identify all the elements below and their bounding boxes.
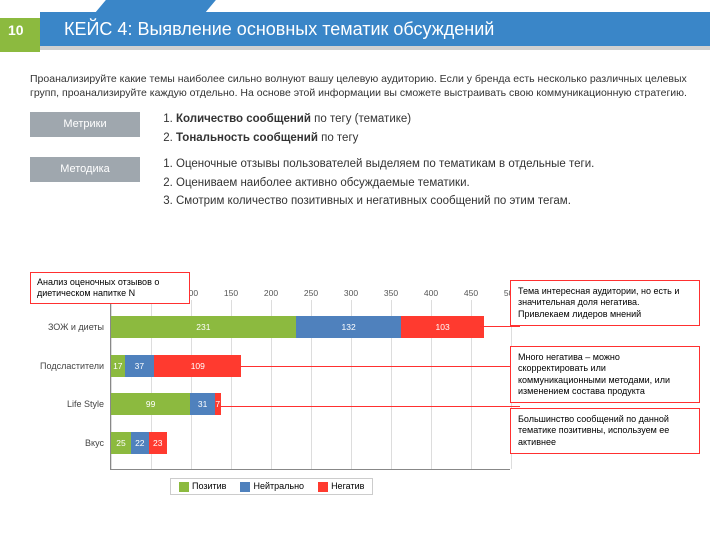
header-underline xyxy=(40,46,710,50)
chart-y-category-label: Подсластители xyxy=(26,361,104,371)
legend-item-negative: Негатив xyxy=(318,481,364,492)
chart-x-tick-label: 250 xyxy=(304,288,318,298)
method-item: Смотрим количество позитивных и негативн… xyxy=(176,194,690,210)
metrics-item-bold: Количество сообщений xyxy=(176,113,311,125)
chart-bar-row: 99317 xyxy=(111,393,221,415)
callout-topic-1: Тема интересная аудитории, но есть и зна… xyxy=(510,280,700,326)
chart-bar-row: 1737109 xyxy=(111,355,241,377)
chart-bar-row: 231132103 xyxy=(111,316,484,338)
method-list: Оценочные отзывы пользователей выделяем … xyxy=(158,157,690,213)
chart-bar-segment-positive: 231 xyxy=(111,316,296,338)
chart-bar-segment-negative: 7 xyxy=(215,393,221,415)
slide-title: КЕЙС 4: Выявление основных тематик обсуж… xyxy=(40,12,710,46)
chart-legend: Позитив Нейтрально Негатив xyxy=(170,478,373,495)
chart-bar-segment-positive: 25 xyxy=(111,432,131,454)
metrics-list: Количество сообщений по тегу (тематике) … xyxy=(158,112,690,149)
chart-x-tick-label: 350 xyxy=(384,288,398,298)
slide-header: 10 КЕЙС 4: Выявление основных тематик об… xyxy=(0,0,720,58)
metrics-item: Количество сообщений по тегу (тематике) xyxy=(176,112,690,128)
chart-plot: 050100150200250300350400450500ЗОЖ и диет… xyxy=(110,300,510,470)
chart-bar-segment-neutral: 37 xyxy=(125,355,155,377)
chart-y-category-label: Вкус xyxy=(26,438,104,448)
chart-x-tick-label: 450 xyxy=(464,288,478,298)
method-row: Методика Оценочные отзывы пользователей … xyxy=(30,157,690,213)
chart-area: Анализ оценочных отзывов о диетическом н… xyxy=(30,290,690,520)
chart-bar-segment-negative: 23 xyxy=(149,432,167,454)
legend-label-positive: Позитив xyxy=(192,481,226,491)
chart-bar-row: 252223 xyxy=(111,432,167,454)
callout-topic-3: Большинство сообщений по данной тематике… xyxy=(510,408,700,454)
intro-text: Проанализируйте какие темы наиболее силь… xyxy=(30,72,690,100)
slide-number: 10 xyxy=(8,22,24,38)
callout-topic-2: Много негатива – можно скорректировать и… xyxy=(510,346,700,403)
chart-x-tick-label: 150 xyxy=(224,288,238,298)
metrics-item-bold: Тональность сообщений xyxy=(176,132,318,144)
chart-x-tick-label: 300 xyxy=(344,288,358,298)
legend-label-neutral: Нейтрально xyxy=(253,481,304,491)
legend-swatch-negative xyxy=(318,482,328,492)
chart-x-tick-label: 400 xyxy=(424,288,438,298)
callout-connector xyxy=(480,326,520,327)
chart-bar-segment-neutral: 22 xyxy=(131,432,149,454)
chart-bar-segment-positive: 17 xyxy=(111,355,125,377)
legend-swatch-positive xyxy=(179,482,189,492)
chart-bar-segment-negative: 109 xyxy=(154,355,241,377)
metrics-item-suffix: по тегу (тематике) xyxy=(311,113,411,125)
legend-item-neutral: Нейтрально xyxy=(240,481,304,492)
chart-bar-segment-neutral: 31 xyxy=(190,393,215,415)
legend-label-negative: Негатив xyxy=(331,481,364,491)
chart-x-tick-label: 200 xyxy=(264,288,278,298)
method-item: Оценочные отзывы пользователей выделяем … xyxy=(176,157,690,173)
callout-connector xyxy=(220,406,520,407)
chart-title-callout: Анализ оценочных отзывов о диетическом н… xyxy=(30,272,190,304)
chart-y-category-label: Life Style xyxy=(26,399,104,409)
metrics-item-suffix: по тегу xyxy=(318,132,359,144)
legend-swatch-neutral xyxy=(240,482,250,492)
chart-bar-segment-negative: 103 xyxy=(401,316,483,338)
metrics-label: Метрики xyxy=(30,112,140,137)
chart-bar-segment-positive: 99 xyxy=(111,393,190,415)
metrics-row: Метрики Количество сообщений по тегу (те… xyxy=(30,112,690,149)
chart-bar-segment-neutral: 132 xyxy=(296,316,402,338)
callout-connector xyxy=(240,366,520,367)
chart-y-category-label: ЗОЖ и диеты xyxy=(26,322,104,332)
legend-item-positive: Позитив xyxy=(179,481,226,492)
metrics-item: Тональность сообщений по тегу xyxy=(176,131,690,147)
content-area: Проанализируйте какие темы наиболее силь… xyxy=(0,58,720,213)
method-item: Оцениваем наиболее активно обсуждаемые т… xyxy=(176,176,690,192)
method-label: Методика xyxy=(30,157,140,182)
